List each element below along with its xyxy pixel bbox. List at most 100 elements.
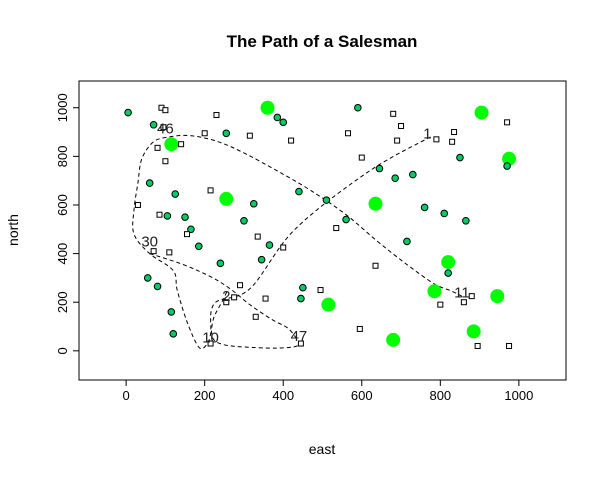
square-point bbox=[262, 295, 269, 302]
large-green-point bbox=[164, 137, 179, 152]
small-green-point bbox=[143, 274, 152, 282]
small-green-point bbox=[216, 259, 225, 268]
square-point bbox=[460, 299, 467, 306]
small-green-point bbox=[149, 120, 158, 129]
small-green-point bbox=[257, 255, 266, 264]
square-point bbox=[390, 110, 397, 117]
small-green-point bbox=[145, 179, 154, 187]
square-point bbox=[246, 132, 253, 139]
path-label: 2 bbox=[222, 288, 230, 305]
square-point bbox=[437, 301, 444, 308]
square-point bbox=[297, 340, 304, 347]
square-point bbox=[162, 107, 169, 114]
large-green-point bbox=[502, 151, 517, 166]
square-point bbox=[160, 124, 167, 131]
square-point bbox=[288, 137, 295, 144]
x-tick-label: 200 bbox=[194, 388, 216, 403]
square-point bbox=[280, 244, 287, 251]
x-tick-label: 400 bbox=[272, 388, 294, 403]
x-tick-label: 600 bbox=[351, 388, 373, 403]
small-green-point bbox=[440, 209, 449, 218]
small-green-point bbox=[194, 242, 203, 251]
chart-title: The Path of a Salesman bbox=[227, 32, 418, 51]
square-point bbox=[356, 325, 363, 332]
path-label: 10 bbox=[202, 329, 219, 346]
small-green-point bbox=[265, 241, 274, 249]
square-point bbox=[252, 313, 259, 320]
square-point bbox=[237, 282, 244, 289]
square-point bbox=[213, 112, 220, 119]
square-point bbox=[358, 154, 365, 161]
large-green-point bbox=[321, 297, 336, 312]
y-tick-label: 0 bbox=[55, 347, 70, 354]
y-tick-label: 200 bbox=[55, 291, 70, 313]
square-point bbox=[398, 122, 405, 129]
square-point bbox=[207, 340, 214, 347]
small-green-point bbox=[153, 282, 162, 291]
x-tick-label: 0 bbox=[123, 388, 130, 403]
square-point bbox=[166, 249, 173, 256]
square-point bbox=[231, 294, 238, 301]
square-point bbox=[254, 233, 261, 240]
small-green-point bbox=[222, 129, 231, 138]
square-point bbox=[178, 141, 185, 148]
square-point bbox=[156, 211, 163, 218]
path-label: 46 bbox=[157, 120, 174, 137]
square-point bbox=[394, 137, 401, 144]
square-point bbox=[223, 299, 230, 306]
small-green-point bbox=[342, 215, 350, 224]
y-axis: 0 200 400 600 800 1000 bbox=[55, 93, 80, 354]
small-green-point bbox=[295, 187, 303, 196]
square-point bbox=[162, 158, 169, 165]
small-green-point bbox=[187, 225, 195, 234]
large-green-point bbox=[466, 324, 481, 339]
small-green-point bbox=[503, 162, 511, 170]
large-green-point bbox=[260, 100, 275, 115]
path-label: 11 bbox=[454, 284, 470, 301]
small-green-point bbox=[456, 153, 464, 162]
y-tick-label: 600 bbox=[55, 194, 70, 216]
small-green-point bbox=[420, 203, 429, 212]
square-point bbox=[184, 231, 191, 238]
small-green-point bbox=[163, 212, 172, 220]
small-green-point bbox=[403, 237, 411, 246]
large-green-point bbox=[474, 105, 489, 120]
square-point bbox=[207, 187, 214, 194]
large-green-point bbox=[441, 255, 456, 270]
small-green-point bbox=[299, 283, 307, 292]
path-label: 47 bbox=[291, 328, 308, 345]
x-tick-label: 800 bbox=[429, 388, 451, 403]
small-green-point bbox=[171, 190, 180, 198]
square-point bbox=[449, 138, 456, 145]
small-green-point bbox=[444, 269, 452, 277]
square-point bbox=[468, 293, 475, 300]
large-green-point bbox=[368, 196, 383, 211]
large-green-point bbox=[219, 191, 234, 206]
large-green-point bbox=[386, 332, 401, 347]
path-label: 1 bbox=[423, 125, 431, 142]
square-point bbox=[372, 262, 379, 269]
small-green-point bbox=[124, 108, 132, 117]
large-green-point bbox=[427, 284, 442, 299]
small-green-point bbox=[409, 170, 417, 179]
square-point bbox=[150, 248, 157, 255]
small-green-point bbox=[279, 118, 288, 127]
small-green-point bbox=[354, 103, 362, 112]
square-point bbox=[201, 130, 208, 137]
small-green-point bbox=[462, 216, 470, 225]
x-tick-label: 1000 bbox=[504, 388, 533, 403]
small-green-point bbox=[273, 113, 282, 122]
square-point bbox=[317, 287, 324, 294]
square-point bbox=[433, 136, 440, 143]
square-point bbox=[154, 144, 161, 151]
small-green-point bbox=[297, 294, 305, 303]
square-point bbox=[134, 201, 141, 208]
square-point bbox=[333, 225, 340, 232]
x-axis-title: east bbox=[309, 441, 336, 457]
x-axis: 0 200 400 600 800 1000 bbox=[123, 379, 533, 403]
small-green-point bbox=[375, 164, 384, 173]
square-point bbox=[474, 342, 481, 349]
y-tick-label: 400 bbox=[55, 243, 70, 265]
small-green-point bbox=[391, 174, 399, 183]
